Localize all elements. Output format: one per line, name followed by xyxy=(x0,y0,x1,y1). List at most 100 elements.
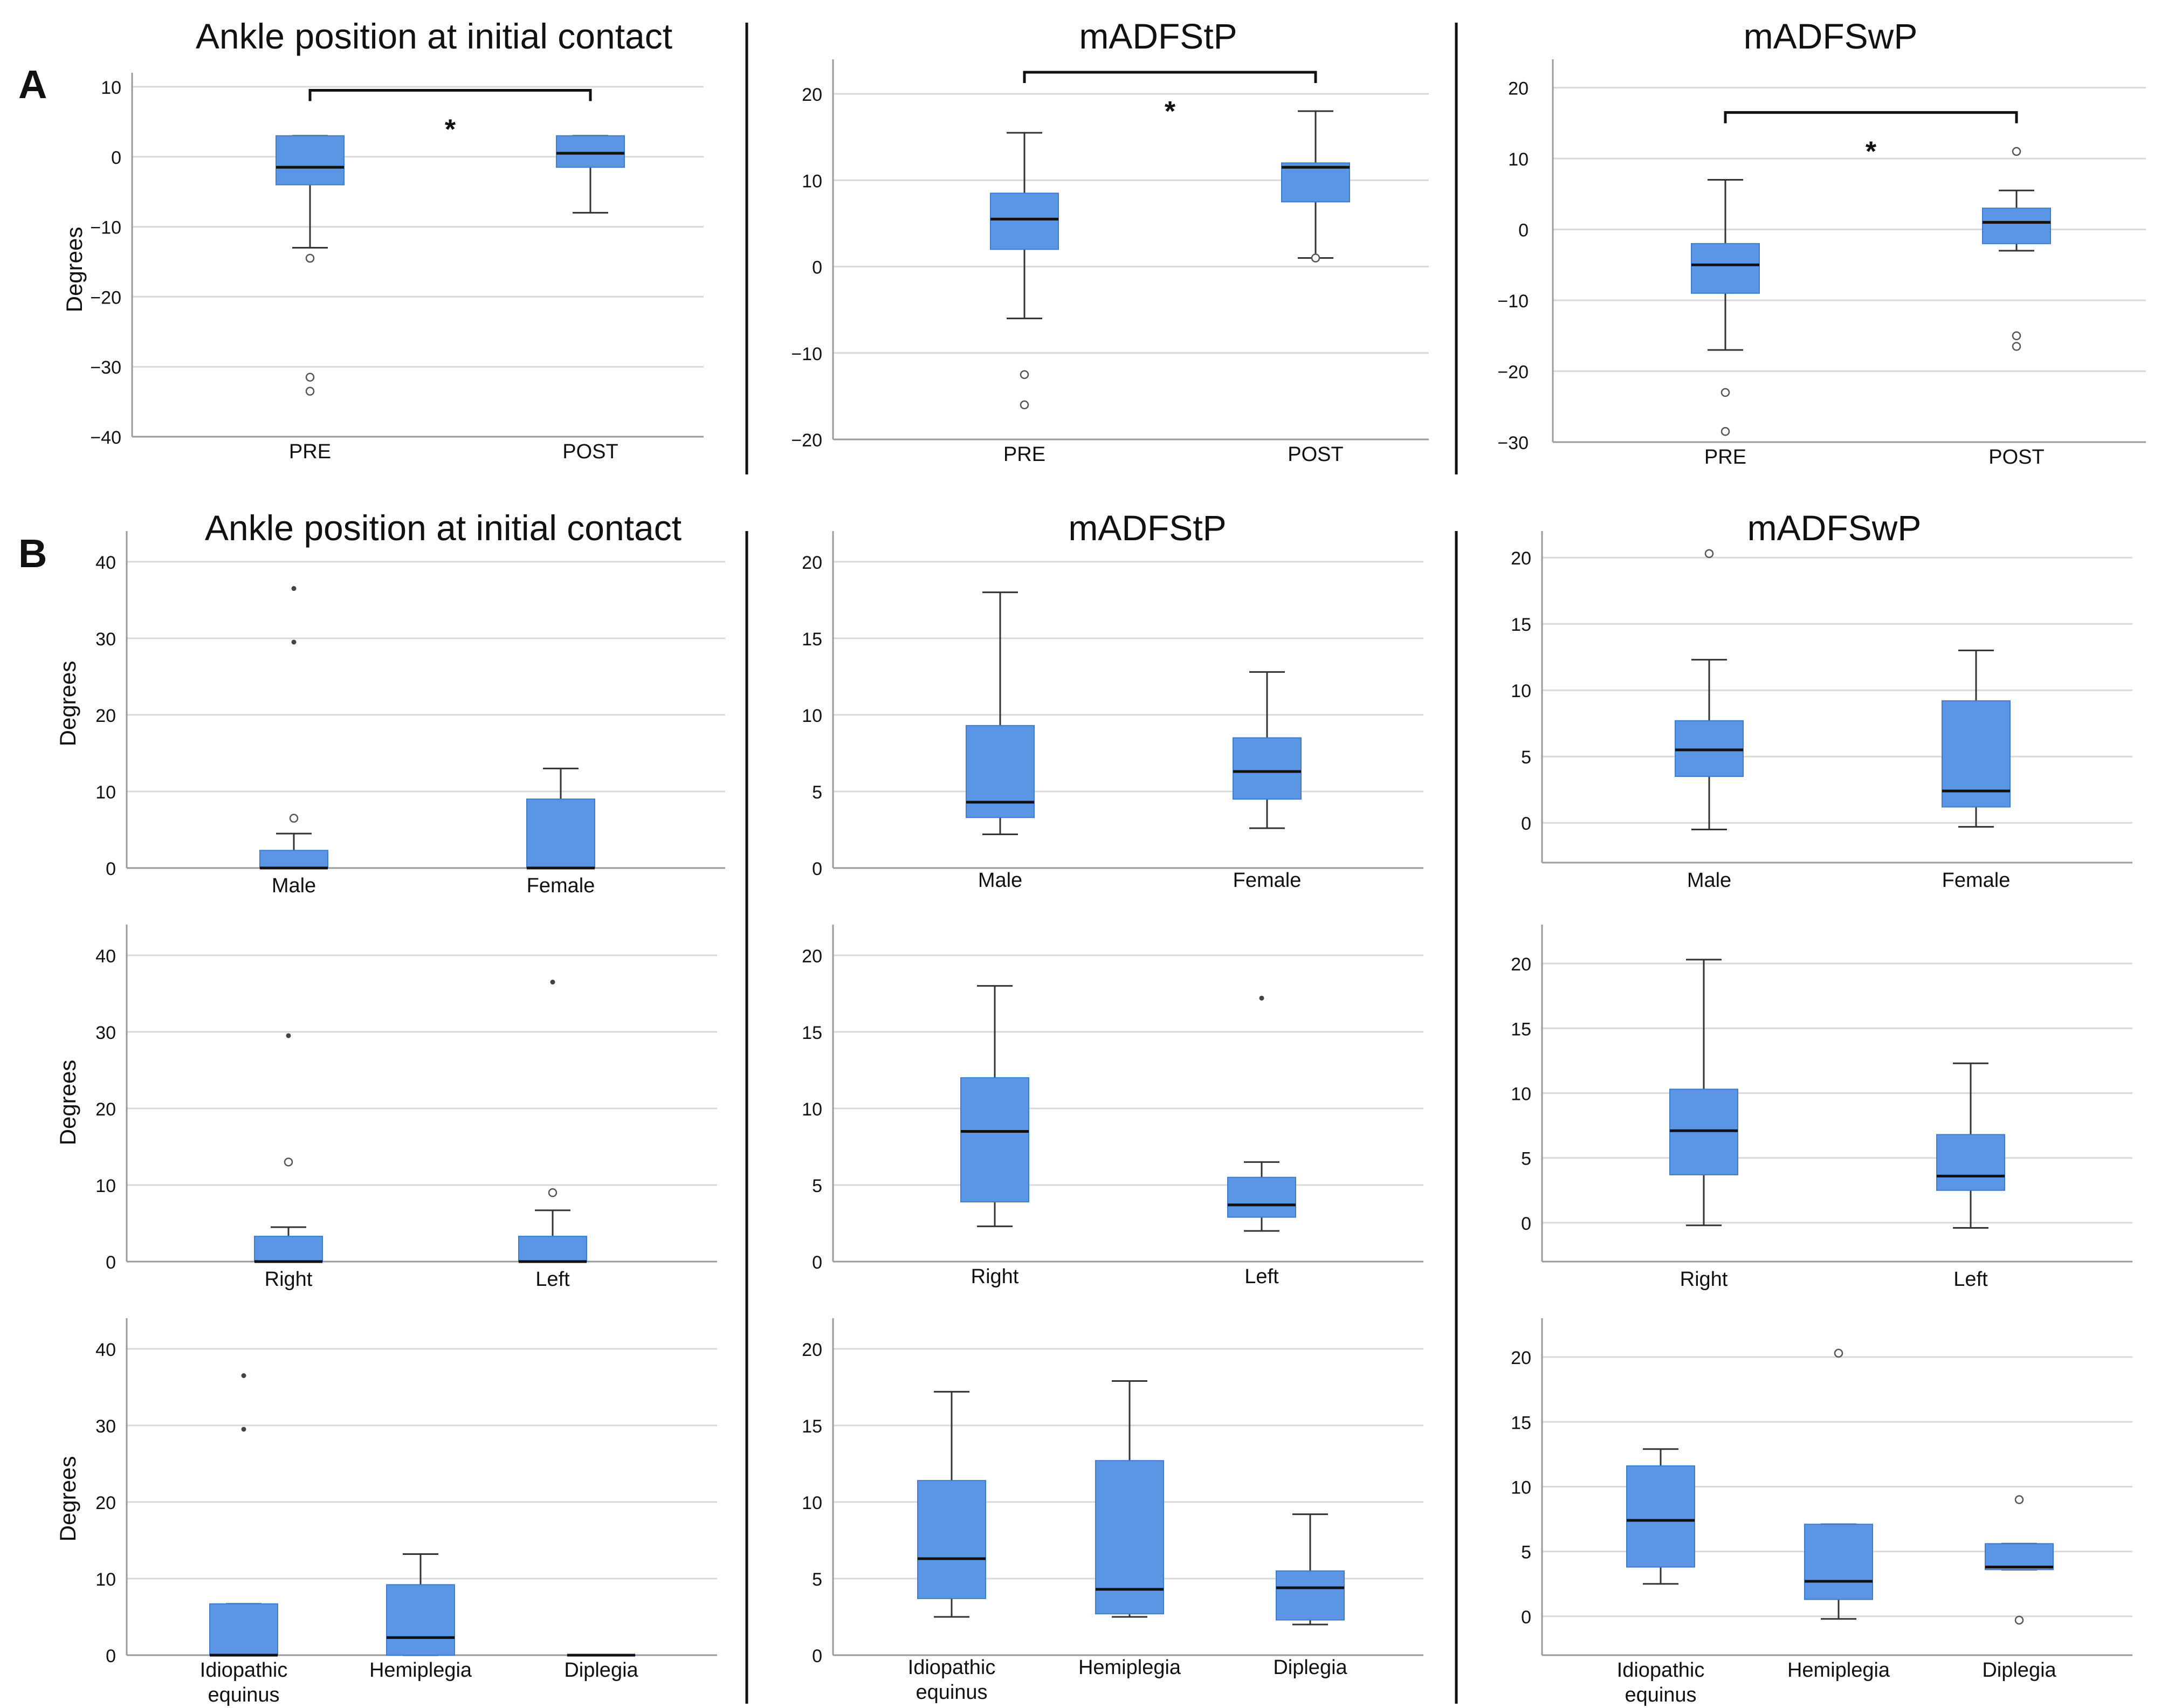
y-tick-label: 20 xyxy=(95,706,116,726)
y-tick-label: 0 xyxy=(1521,1214,1531,1234)
box-0 xyxy=(966,591,1035,835)
chart-title-b3: mADFSwP xyxy=(1747,508,1922,548)
outlier-point xyxy=(305,387,315,396)
box-iqr xyxy=(254,1236,323,1262)
chart-d2-madfstp-by-diagnosis: 0 5 10 15 20 Idiopathic equinus Hemiplegia Diple… xyxy=(802,1318,1423,1704)
box-iqr xyxy=(917,1480,986,1599)
y-tick-label: 10 xyxy=(1511,1478,1531,1498)
category-label: Male xyxy=(1687,869,1731,892)
category-label: PRE xyxy=(1704,446,1746,469)
y-tick-label: 5 xyxy=(812,1176,822,1196)
category-label: Left xyxy=(535,1268,570,1291)
box-1 xyxy=(518,980,587,1263)
extreme-point xyxy=(241,1373,246,1379)
box-1 xyxy=(1942,649,2011,828)
box-0 xyxy=(259,586,328,870)
box-0 xyxy=(254,1033,323,1263)
y-axis-title-c1: Degrees xyxy=(55,1060,80,1146)
y-tick-label: 0 xyxy=(812,1646,822,1666)
y-tick-label: 0 xyxy=(106,859,116,879)
category-label: Left xyxy=(1244,1265,1279,1288)
box-0 xyxy=(990,132,1059,410)
y-tick-label: −30 xyxy=(1497,433,1529,453)
bracket-line xyxy=(308,88,592,101)
box-0 xyxy=(1669,959,1738,1227)
category-label: Female xyxy=(1233,869,1302,892)
y-tick-label: 40 xyxy=(95,553,116,573)
box-0 xyxy=(209,1373,278,1657)
category-label: Diplegia xyxy=(1273,1656,1347,1679)
box-iqr xyxy=(1982,208,2051,244)
y-tick-label: 20 xyxy=(802,946,822,967)
category-label: POST xyxy=(1288,443,1343,466)
y-tick-label: 10 xyxy=(1511,1084,1531,1105)
box-1 xyxy=(1227,995,1296,1232)
box-iqr xyxy=(1985,1543,2054,1571)
y-tick-label: 5 xyxy=(812,1569,822,1590)
category-label: PRE xyxy=(289,440,331,463)
chart-d3-madfswp-by-diagnosis: 0 5 10 15 20 Idiopathic equinus Hemiplegia Diple… xyxy=(1511,1318,2132,1706)
box-iqr xyxy=(1233,737,1302,800)
box-0 xyxy=(1675,549,1744,830)
y-tick-label: 5 xyxy=(812,782,822,803)
y-tick-label: 20 xyxy=(1511,1348,1531,1368)
box-2 xyxy=(1276,1513,1345,1626)
category-label: Idiopathic equinus xyxy=(1617,1659,1705,1706)
outlier-point xyxy=(2012,342,2021,351)
category-label: POST xyxy=(1988,446,2044,469)
y-tick-label: 5 xyxy=(1521,1149,1531,1169)
outlier-point xyxy=(284,1158,293,1167)
y-tick-label: −10 xyxy=(1497,291,1529,312)
box-iqr xyxy=(1281,162,1350,203)
extreme-point xyxy=(291,639,297,645)
category-label: Male xyxy=(978,869,1022,892)
chart-b3-madfswp-by-sex: 0 5 10 15 20 Male Female xyxy=(1511,531,2132,892)
y-tick-label: 0 xyxy=(1521,1607,1531,1628)
box-1 xyxy=(1233,671,1302,829)
outlier-point xyxy=(1311,253,1320,263)
y-tick-label: 0 xyxy=(812,1252,822,1273)
y-tick-label: 5 xyxy=(1521,1542,1531,1563)
category-label: Hemiplegia xyxy=(369,1659,472,1682)
box-1 xyxy=(556,135,625,214)
outlier-point xyxy=(2014,1615,2024,1625)
significance-star: * xyxy=(1165,96,1176,127)
chart-title-b1: Ankle position at initial contact xyxy=(205,508,682,548)
category-label: Diplegia xyxy=(1982,1659,2056,1682)
y-tick-label: 15 xyxy=(1511,1019,1531,1039)
y-tick-label: 40 xyxy=(95,1340,116,1360)
outlier-point xyxy=(305,253,315,263)
y-tick-label: −30 xyxy=(90,357,121,378)
box-2 xyxy=(1985,1495,2054,1625)
bracket-line xyxy=(1724,111,2018,123)
chart-title-a1: Ankle position at initial contact xyxy=(196,16,672,56)
box-iqr xyxy=(1626,1465,1695,1568)
y-tick-label: 30 xyxy=(95,1023,116,1043)
chart-d1-ankle-by-diagnosis: 0 10 20 30 40 Idiopathic equinus Hemiplegia Dipl… xyxy=(95,1318,717,1706)
outlier-point xyxy=(1020,400,1029,410)
box-iqr xyxy=(960,1077,1029,1203)
box-iqr xyxy=(386,1584,455,1656)
significance-bracket: * xyxy=(1023,71,1317,127)
category-label: Idiopathic equinus xyxy=(908,1656,996,1704)
box-2 xyxy=(567,1654,636,1657)
box-iqr xyxy=(1936,1134,2005,1191)
y-axis-title-a1: Degrees xyxy=(61,227,87,313)
y-tick-label: 10 xyxy=(802,1493,822,1513)
category-label: Female xyxy=(1942,869,2011,892)
chart-title-a2: mADFStP xyxy=(1079,16,1237,56)
box-iqr xyxy=(1276,1570,1345,1621)
y-tick-label: 20 xyxy=(95,1493,116,1513)
significance-star: * xyxy=(1866,136,1877,168)
outlier-point xyxy=(2012,147,2021,156)
box-0 xyxy=(276,135,345,396)
box-1 xyxy=(1281,110,1350,263)
y-tick-label: 30 xyxy=(95,629,116,650)
outlier-point xyxy=(2014,1495,2024,1504)
box-iqr xyxy=(259,850,328,869)
chart-c1-ankle-by-side: 0 10 20 30 40 Right Left xyxy=(95,925,717,1291)
y-tick-label: −20 xyxy=(791,430,822,451)
chart-title-a3: mADFSwP xyxy=(1744,16,1918,56)
chart-title-b2: mADFStP xyxy=(1068,508,1226,548)
box-iqr xyxy=(276,135,345,185)
